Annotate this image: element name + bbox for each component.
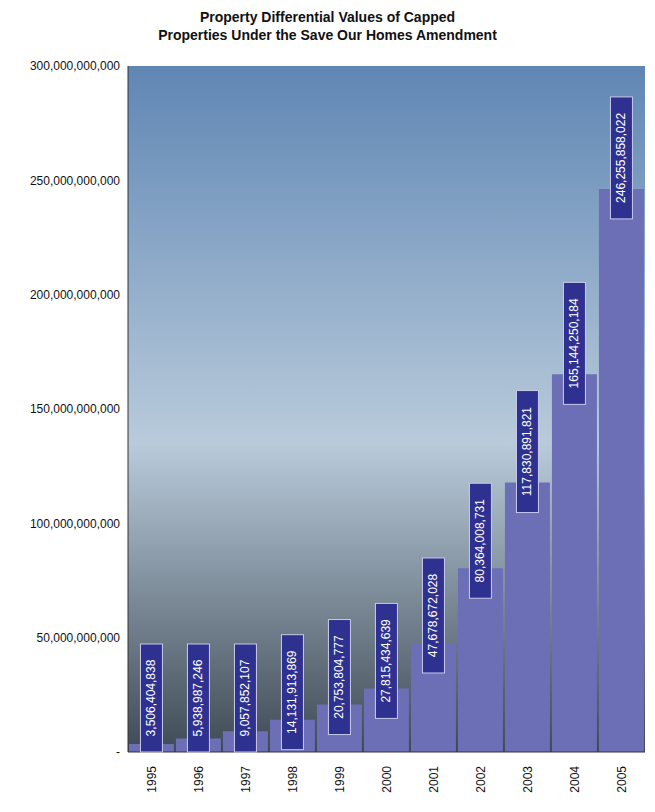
svg-text:2002: 2002 bbox=[474, 766, 488, 793]
svg-text:20,753,804,777: 20,753,804,777 bbox=[332, 635, 346, 719]
svg-text:1995: 1995 bbox=[145, 766, 159, 793]
svg-text:9,057,852,107: 9,057,852,107 bbox=[238, 659, 252, 736]
svg-text:100,000,000,000: 100,000,000,000 bbox=[30, 517, 120, 531]
svg-text:1999: 1999 bbox=[333, 766, 347, 793]
svg-text:1996: 1996 bbox=[192, 766, 206, 793]
svg-text:200,000,000,000: 200,000,000,000 bbox=[30, 288, 120, 302]
svg-text:1998: 1998 bbox=[286, 766, 300, 793]
svg-text:1997: 1997 bbox=[239, 766, 253, 793]
svg-text:2004: 2004 bbox=[568, 766, 582, 793]
svg-text:50,000,000,000: 50,000,000,000 bbox=[37, 631, 121, 645]
svg-text:117,830,891,821: 117,830,891,821 bbox=[520, 407, 534, 497]
svg-text:2001: 2001 bbox=[427, 766, 441, 793]
svg-text:-: - bbox=[116, 745, 120, 759]
svg-text:300,000,000,000: 300,000,000,000 bbox=[30, 59, 120, 73]
html-text:Property Differential Values o: Property Differential Values of Capped bbox=[199, 9, 456, 25]
svg-text:27,815,434,639: 27,815,434,639 bbox=[379, 619, 393, 703]
svg-text:3,506,404,838: 3,506,404,838 bbox=[144, 659, 158, 736]
svg-text:165,144,250,184: 165,144,250,184 bbox=[567, 298, 581, 388]
svg-text:2005: 2005 bbox=[615, 766, 629, 793]
svg-text:250,000,000,000: 250,000,000,000 bbox=[30, 174, 120, 188]
svg-text:246,255,858,022: 246,255,858,022 bbox=[614, 113, 628, 203]
svg-text:2003: 2003 bbox=[521, 766, 535, 793]
svg-text:150,000,000,000: 150,000,000,000 bbox=[30, 402, 120, 416]
svg-text:47,678,672,028: 47,678,672,028 bbox=[426, 573, 440, 657]
svg-text:5,938,987,246: 5,938,987,246 bbox=[191, 659, 205, 736]
svg-text:80,364,008,731: 80,364,008,731 bbox=[473, 499, 487, 583]
svg-text:2000: 2000 bbox=[380, 766, 394, 793]
html-text:Properties Under the Save Our: Properties Under the Save Our Homes Amen… bbox=[158, 27, 497, 43]
svg-text:14,131,913,869: 14,131,913,869 bbox=[285, 650, 299, 734]
